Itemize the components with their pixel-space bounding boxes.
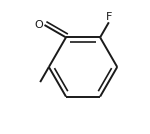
Text: O: O — [34, 20, 43, 30]
Text: F: F — [106, 12, 112, 22]
